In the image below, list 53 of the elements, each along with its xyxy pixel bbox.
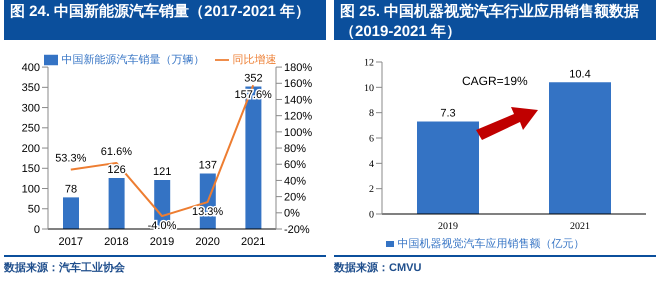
- y2-tick-label: -20%: [284, 224, 310, 236]
- annotation: CAGR=19%: [462, 74, 528, 88]
- y2-tick-label: 160%: [284, 78, 312, 90]
- data-label: 10.4: [569, 68, 591, 80]
- y-tick-label: 10: [364, 82, 374, 94]
- chart-title: 图 25. 中国机器视觉汽车行业应用销售额数据（2019-2021 年）: [334, 0, 656, 40]
- y-tick-label: 8: [369, 108, 374, 120]
- y-tick-label: 0: [34, 224, 40, 236]
- y-tick-label: 6: [369, 134, 374, 145]
- y-tick-label: 50: [28, 204, 40, 216]
- source-note: 数据来源：CMVU: [334, 260, 422, 275]
- source-note: 数据来源：汽车工业协会: [4, 260, 126, 275]
- y2-tick-label: 120%: [284, 110, 312, 123]
- y-tick-label: 300: [22, 102, 40, 114]
- y2-tick-label: 180%: [284, 62, 312, 74]
- y-tick-label: 0: [369, 210, 374, 221]
- x-tick-label: 2021: [240, 236, 266, 248]
- x-tick-label: 2018: [104, 236, 129, 248]
- chart-title: 图 24. 中国新能源汽车销量（2017-2021 年）: [4, 0, 326, 40]
- y-tick-label: 4: [369, 158, 374, 170]
- y-tick-label: 250: [22, 122, 40, 135]
- legend-label: 中国新能源汽车销量（万辆）: [62, 54, 204, 66]
- y-tick-label: 12: [364, 58, 374, 69]
- bar: [108, 178, 125, 229]
- y2-tick-label: 140%: [284, 94, 312, 106]
- data-label: -4.0%: [148, 220, 177, 232]
- y-tick-label: 200: [22, 142, 40, 155]
- x-tick-label: 2019: [150, 236, 174, 248]
- y-tick-label: 400: [22, 62, 40, 74]
- legend-label: 中国机器视觉汽车应用销售额（亿元）: [398, 238, 584, 250]
- data-label: 53.3%: [55, 152, 87, 165]
- x-tick-label: 2017: [58, 236, 84, 248]
- y-tick-label: 350: [22, 82, 40, 94]
- x-tick-label: 2020: [195, 236, 220, 248]
- data-label: 7.3: [440, 108, 456, 120]
- y2-tick-label: 80%: [284, 142, 306, 155]
- y2-tick-label: 60%: [284, 159, 306, 172]
- legend-label: 同比增速: [232, 54, 276, 66]
- data-label: 61.6%: [100, 146, 132, 158]
- data-label: 78: [64, 183, 78, 196]
- y2-tick-label: 100%: [284, 126, 312, 139]
- bar: [63, 197, 79, 229]
- data-label: 121: [153, 166, 172, 178]
- y2-tick-label: 20%: [284, 192, 306, 204]
- y2-tick-label: 0%: [284, 208, 300, 220]
- y2-tick-label: 40%: [284, 175, 306, 188]
- data-label: 352: [244, 72, 263, 85]
- data-label: 137: [198, 160, 217, 172]
- x-tick-label: 2021: [570, 221, 590, 232]
- y-tick-label: 100: [22, 183, 40, 196]
- x-tick-label: 2019: [438, 221, 458, 232]
- y-tick-label: 2: [369, 184, 374, 196]
- y-tick-label: 150: [22, 163, 40, 176]
